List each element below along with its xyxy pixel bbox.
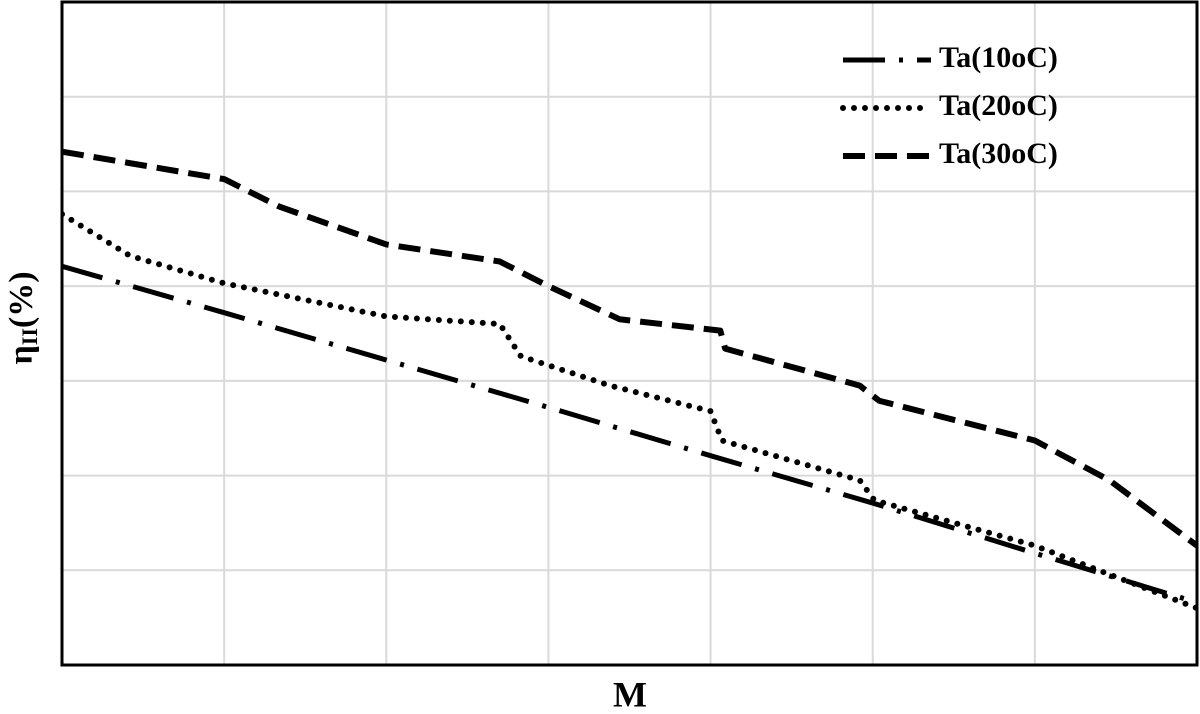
legend-label: Ta(30oC) (939, 137, 1058, 170)
data-line (62, 263, 1197, 605)
y-label-symbol: η (3, 345, 40, 364)
data-line (62, 148, 1197, 549)
y-label-unit: (%) (3, 271, 40, 328)
plot-frame (60, 0, 1199, 667)
legend-label: Ta(20oC) (939, 89, 1058, 122)
y-label-subscript: II (17, 328, 42, 345)
data-line (62, 211, 1197, 612)
legend-label: Ta(10oC) (939, 41, 1058, 74)
y-axis-label: ηII(%) (3, 271, 42, 364)
x-axis-label: M (613, 674, 647, 714)
